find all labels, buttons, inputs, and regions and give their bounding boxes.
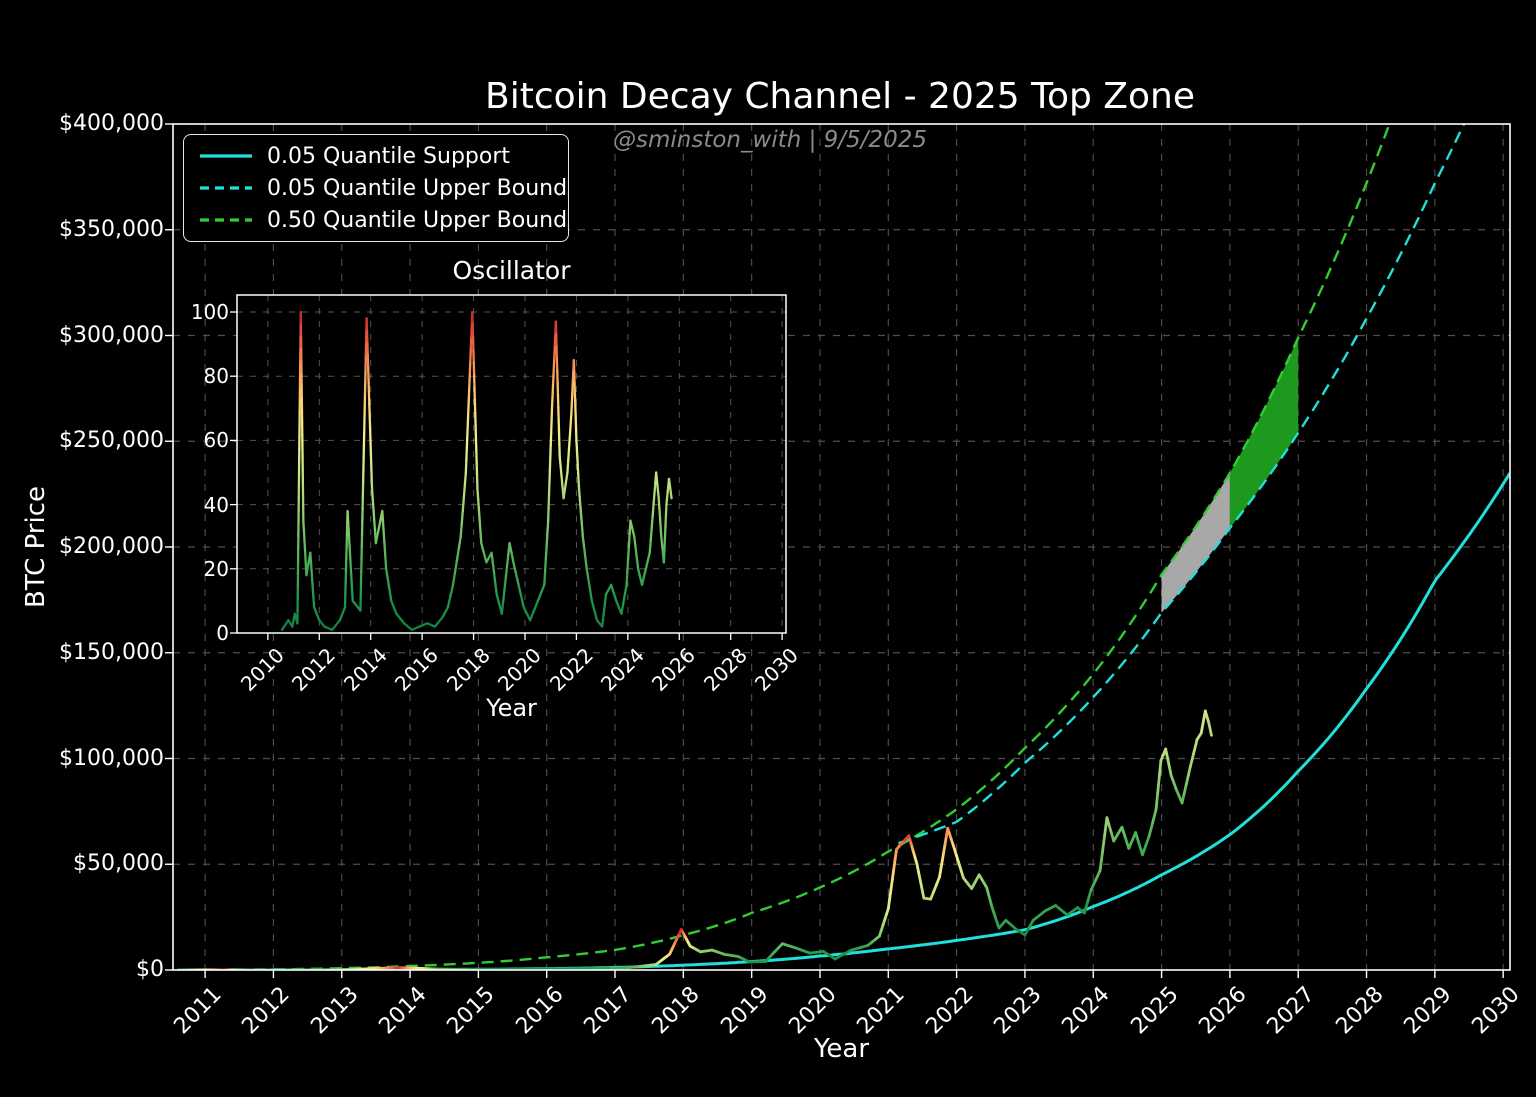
btc-price-line [176,709,1213,970]
watermark: @sminston_with | 9/5/2025 [613,127,927,153]
legend: 0.05 Quantile Support 0.05 Quantile Uppe… [183,134,569,242]
oscillator-y-tick-label: 0 [216,621,229,645]
y-tick-label: $400,000 [59,111,164,136]
legend-line-sample-solid-cyan [200,154,252,158]
oscillator-content [280,310,673,631]
oscillator-inset-title: Oscillator [452,256,571,285]
y-tick-label: $100,000 [59,745,164,771]
y-tick-label: $200,000 [59,534,164,559]
inset-axis-ticks [230,311,783,640]
y-tick-label: $300,000 [59,322,164,348]
legend-item-upper05: 0.05 Quantile Upper Bound [194,176,567,201]
main-axis-ticks [165,123,1504,978]
y-tick-label: $0 [136,957,164,982]
oscillator-y-tick-label: 80 [203,364,229,389]
legend-label: 0.05 Quantile Upper Bound [267,175,568,201]
legend-label: 0.05 Quantile Support [267,143,511,169]
0.50 Quantile Upper Bound [177,124,1391,970]
oscillator-y-tick-label: 60 [203,428,229,453]
oscillator-x-axis-label: Year [486,694,537,722]
y-tick-label: $350,000 [59,216,164,242]
chart-title: Bitcoin Decay Channel - 2025 Top Zone [485,76,1195,117]
legend-line-sample-dashed-green [200,218,252,222]
y-axis-label: BTC Price [21,485,51,609]
y-tick-label: $150,000 [59,639,164,665]
legend-item-upper50: 0.50 Quantile Upper Bound [194,208,567,233]
2025 top zone - elapsed [1161,473,1230,613]
0.05 Quantile Upper Bound [898,124,1466,845]
oscillator-line [280,310,673,631]
legend-line-sample-dashed-cyan [200,186,252,190]
legend-item-support: 0.05 Quantile Support [194,144,558,169]
oscillator-y-tick-label: 100 [190,300,229,324]
2025 top zone - projected [1229,337,1299,528]
y-tick-label: $50,000 [73,851,164,877]
y-tick-label: $250,000 [59,428,164,454]
oscillator-inset-background [237,295,786,633]
oscillator-y-tick-label: 20 [203,556,229,581]
oscillator-y-tick-label: 40 [203,492,229,517]
x-axis-label: Year [813,1034,870,1064]
legend-label: 0.50 Quantile Upper Bound [267,207,568,233]
